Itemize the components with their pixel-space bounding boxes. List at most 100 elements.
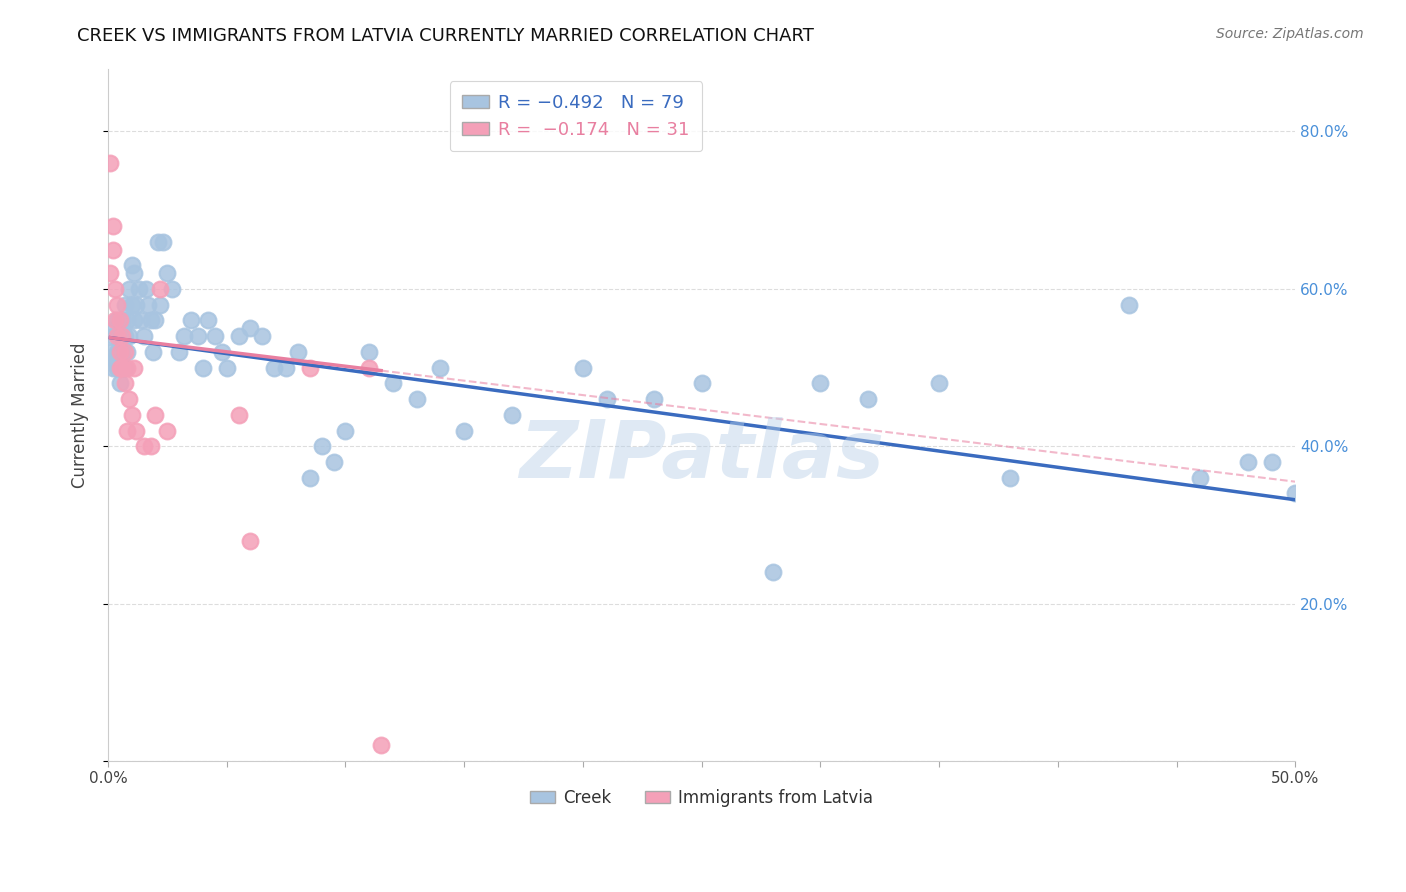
Point <box>173 329 195 343</box>
Point <box>108 344 131 359</box>
Point <box>104 313 127 327</box>
Point <box>928 376 950 391</box>
Point <box>98 266 121 280</box>
Point <box>107 344 129 359</box>
Point <box>129 313 152 327</box>
Point <box>132 439 155 453</box>
Point <box>252 329 274 343</box>
Point <box>167 344 190 359</box>
Point <box>263 360 285 375</box>
Point <box>215 360 238 375</box>
Point <box>114 329 136 343</box>
Point <box>152 235 174 249</box>
Point <box>98 344 121 359</box>
Point <box>139 439 162 453</box>
Point <box>298 360 321 375</box>
Point <box>146 235 169 249</box>
Point <box>108 329 131 343</box>
Point <box>132 329 155 343</box>
Point <box>122 313 145 327</box>
Point <box>108 344 131 359</box>
Point <box>118 392 141 406</box>
Point <box>111 360 134 375</box>
Point <box>359 360 381 375</box>
Point <box>107 298 129 312</box>
Point <box>101 329 124 343</box>
Point <box>118 282 141 296</box>
Point <box>107 313 129 327</box>
Point <box>98 156 121 170</box>
Point <box>572 360 595 375</box>
Point <box>125 424 148 438</box>
Point <box>156 424 179 438</box>
Point <box>429 360 451 375</box>
Point <box>149 282 172 296</box>
Point <box>101 219 124 233</box>
Point <box>1000 471 1022 485</box>
Point <box>121 298 143 312</box>
Point <box>160 282 183 296</box>
Point <box>107 329 129 343</box>
Point <box>125 298 148 312</box>
Point <box>643 392 665 406</box>
Point <box>111 329 134 343</box>
Point <box>453 424 475 438</box>
Point <box>122 266 145 280</box>
Point <box>501 408 523 422</box>
Legend: Creek, Immigrants from Latvia: Creek, Immigrants from Latvia <box>522 780 882 815</box>
Point <box>191 360 214 375</box>
Point <box>1260 455 1282 469</box>
Point <box>274 360 297 375</box>
Point <box>382 376 405 391</box>
Point <box>359 344 381 359</box>
Point <box>228 408 250 422</box>
Point <box>405 392 427 406</box>
Point <box>114 344 136 359</box>
Point <box>111 344 134 359</box>
Point <box>107 360 129 375</box>
Point <box>1118 298 1140 312</box>
Point <box>596 392 619 406</box>
Point <box>762 565 785 579</box>
Point <box>149 298 172 312</box>
Point <box>104 282 127 296</box>
Point <box>1189 471 1212 485</box>
Point <box>322 455 344 469</box>
Point <box>690 376 713 391</box>
Point <box>370 739 392 753</box>
Point <box>114 360 136 375</box>
Point <box>115 344 138 359</box>
Point <box>108 360 131 375</box>
Point <box>108 376 131 391</box>
Point <box>108 360 131 375</box>
Text: ZIPatlas: ZIPatlas <box>519 417 884 495</box>
Point <box>122 360 145 375</box>
Text: Source: ZipAtlas.com: Source: ZipAtlas.com <box>1216 27 1364 41</box>
Point <box>856 392 879 406</box>
Point <box>156 266 179 280</box>
Point <box>298 471 321 485</box>
Point <box>239 533 262 548</box>
Point <box>101 360 124 375</box>
Point <box>335 424 357 438</box>
Text: CREEK VS IMMIGRANTS FROM LATVIA CURRENTLY MARRIED CORRELATION CHART: CREEK VS IMMIGRANTS FROM LATVIA CURRENTL… <box>77 27 814 45</box>
Point <box>115 360 138 375</box>
Point <box>180 313 202 327</box>
Point <box>211 344 233 359</box>
Point <box>114 298 136 312</box>
Point <box>145 313 167 327</box>
Point <box>111 360 134 375</box>
Point <box>101 243 124 257</box>
Point <box>115 424 138 438</box>
Point <box>128 282 150 296</box>
Point <box>138 298 160 312</box>
Point <box>228 329 250 343</box>
Point <box>121 408 143 422</box>
Point <box>121 258 143 272</box>
Point <box>311 439 333 453</box>
Y-axis label: Currently Married: Currently Married <box>72 342 89 488</box>
Point <box>287 344 309 359</box>
Point <box>114 376 136 391</box>
Point <box>118 329 141 343</box>
Point <box>1237 455 1260 469</box>
